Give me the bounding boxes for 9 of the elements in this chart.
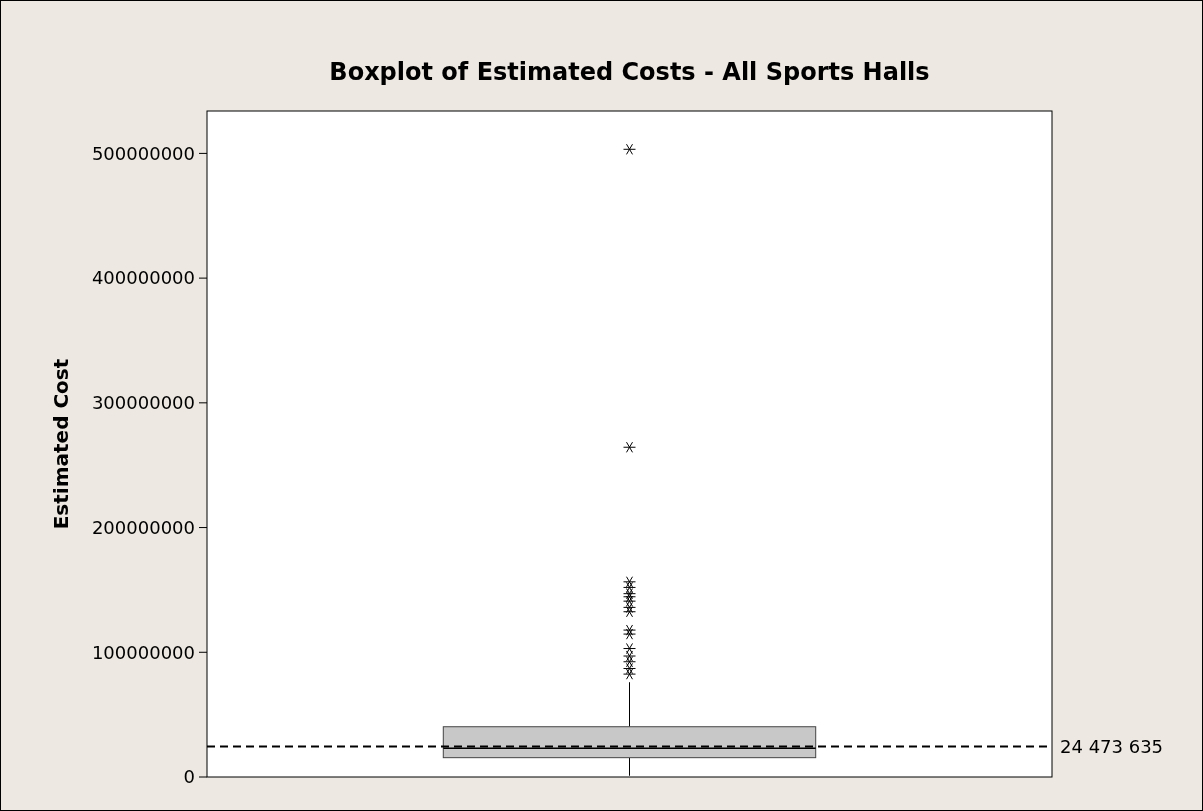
y-tick-label: 300000000: [91, 392, 195, 414]
chart-title: Boxplot of Estimated Costs - All Sports Halls: [329, 58, 930, 86]
y-tick-label: 500000000: [91, 142, 195, 164]
y-tick-label: 200000000: [91, 516, 195, 538]
y-tick-label: 100000000: [91, 641, 195, 663]
ref-line-label: 24 473 635: [1060, 735, 1164, 757]
y-axis-title: Estimated Cost: [49, 358, 73, 530]
y-tick-label: 0: [183, 766, 195, 788]
y-tick-label: 400000000: [91, 267, 195, 289]
